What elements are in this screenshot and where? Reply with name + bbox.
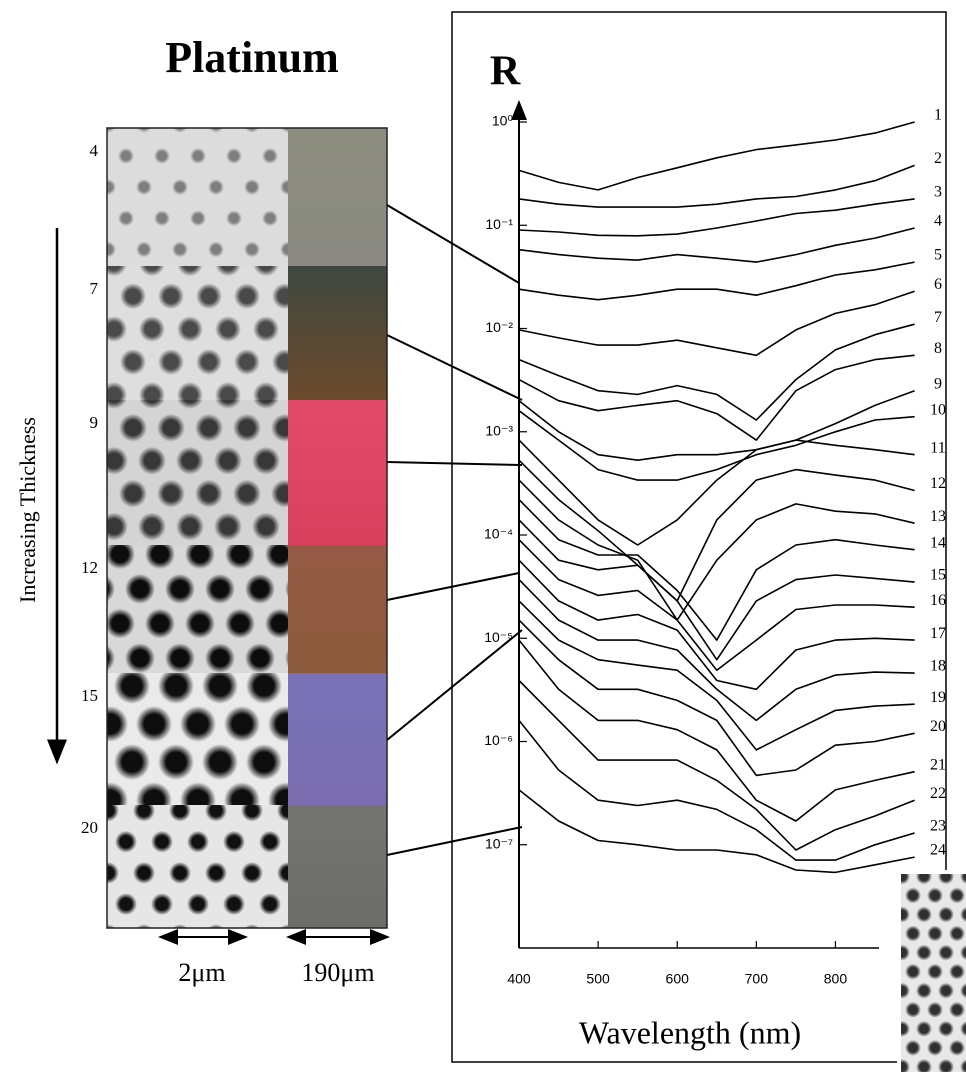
legend-label: 16 [930, 592, 946, 609]
y-tick-label: 10⁻² [485, 319, 513, 335]
legend-label: 20 [930, 718, 946, 735]
strip-border [106, 127, 388, 929]
plot: 10⁰ 10⁻¹ 10⁻² 10⁻³ 10⁻⁴ 10⁻⁵ 10⁻⁶ 10⁻⁷ 400 500 600… [484, 100, 946, 987]
legend-label: 21 [930, 756, 946, 773]
spectrum-line [518, 439, 915, 546]
spectrum-line [518, 639, 915, 822]
spectrum-line [518, 459, 915, 602]
x-tick-label: 800 [824, 971, 848, 987]
legend-label: 2 [934, 150, 942, 167]
sample-label: 20 [81, 818, 98, 837]
sample-label: 4 [90, 141, 99, 160]
thickness-label: Increasing Thickness [15, 417, 40, 603]
legend-label: 17 [930, 625, 946, 642]
spectrum-line [518, 679, 915, 851]
sample-label: 15 [81, 686, 98, 705]
sem-image [107, 128, 288, 266]
spectrum-line [518, 559, 915, 691]
legend-label: 13 [930, 508, 946, 525]
optical-image [288, 128, 387, 266]
y-tick-label: 10⁻⁵ [484, 629, 513, 645]
legend-label: 9 [934, 375, 942, 392]
sem-image [107, 805, 288, 928]
sem-image [107, 400, 288, 545]
legend-label: 10 [930, 401, 946, 418]
optical-image [288, 805, 387, 928]
spectrum-line [518, 600, 915, 751]
connector [386, 826, 523, 856]
legend-label: 4 [934, 213, 942, 230]
spectrum-line [518, 579, 915, 722]
y-tick-label: 10⁻³ [485, 422, 513, 438]
legend-label: 7 [934, 309, 942, 326]
legend-label: 19 [930, 689, 946, 706]
spectrum-line [518, 198, 915, 237]
connector [386, 629, 523, 741]
scale-label: 190μm [301, 958, 374, 987]
x-tick-label: 500 [586, 971, 610, 987]
y-tick-label: 10⁻⁷ [485, 835, 513, 851]
legend-label: 24 [930, 842, 946, 859]
spectrum-line [518, 164, 915, 208]
sem-image [107, 266, 288, 400]
sem-image [107, 545, 288, 673]
y-axis-title: R [490, 49, 521, 95]
legend-label: 3 [934, 184, 942, 201]
spectrum-line [518, 479, 915, 621]
sem-image [107, 673, 288, 805]
connector [386, 572, 520, 601]
legend-label: 23 [930, 818, 946, 835]
connector [386, 461, 523, 466]
y-tick-label: 10⁻⁴ [484, 526, 513, 542]
legend-label: 22 [930, 785, 946, 802]
legend-label: 5 [934, 247, 942, 264]
spectrum-line [518, 323, 915, 421]
spectrum-line [518, 227, 915, 263]
spectrum-line [518, 619, 915, 777]
spectrum-line [518, 719, 915, 861]
legend-label: 8 [934, 340, 942, 357]
connectors [386, 204, 523, 856]
sample-label: 12 [81, 558, 98, 577]
legend-label: 15 [930, 567, 946, 584]
spectrum-line [518, 519, 915, 661]
spectrum-line [518, 121, 915, 191]
x-axis-title: Wavelength (nm) [579, 1014, 801, 1050]
figure-title: Platinum [165, 33, 339, 82]
spectrum-line [518, 539, 915, 671]
legend-label: 1 [934, 107, 942, 124]
spectrum-line [518, 410, 915, 481]
legend-label: 12 [930, 475, 946, 492]
optical-image [288, 545, 387, 673]
legend-label: 18 [930, 658, 946, 675]
scale-label: 2μm [178, 958, 225, 987]
y-tick-label: 10⁻¹ [485, 216, 513, 232]
legend-label: 11 [930, 439, 945, 456]
inset-image [897, 870, 966, 1072]
spectrum-line [518, 389, 915, 461]
optical-image [288, 400, 387, 545]
legend-label: 6 [934, 276, 942, 293]
optical-image [288, 266, 387, 400]
chart-frame [451, 11, 947, 1063]
sample-label: 9 [90, 413, 99, 432]
legend-label: 14 [930, 534, 946, 551]
connector [386, 334, 523, 401]
spectrum-line [518, 499, 915, 641]
sample-label: 7 [90, 279, 99, 298]
inset-photo [901, 874, 966, 1072]
spectrum-line [518, 261, 915, 301]
connector [386, 204, 520, 284]
y-tick-label: 10⁻⁶ [484, 732, 513, 748]
spectrum-line [518, 290, 915, 357]
spectrum-line [518, 354, 915, 441]
y-tick-label: 10⁰ [492, 113, 514, 129]
x-tick-label: 700 [745, 971, 769, 987]
x-tick-label: 600 [666, 971, 690, 987]
spectrum-line [518, 789, 915, 874]
x-tick-label: 400 [507, 971, 531, 987]
image-strips: 4 7 9 12 15 20 [81, 127, 388, 929]
optical-image [288, 673, 387, 805]
